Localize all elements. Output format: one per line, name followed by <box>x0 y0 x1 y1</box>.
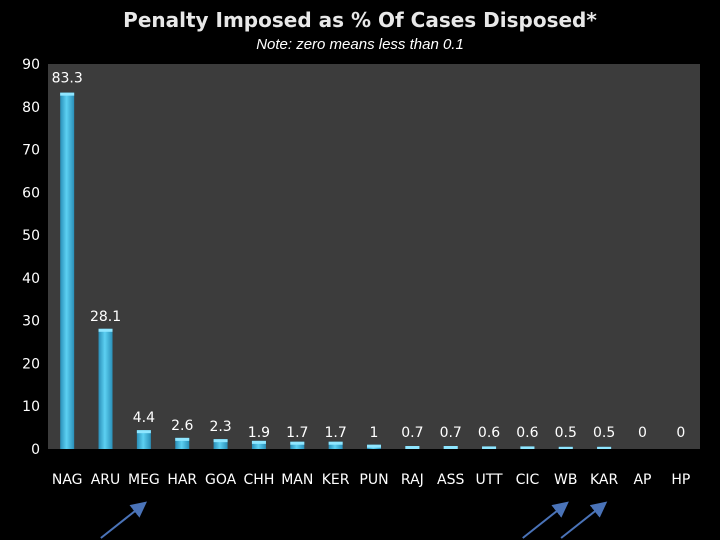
y-tick-label: 50 <box>22 228 40 244</box>
bar-cap-raj <box>405 446 420 449</box>
y-tick-label: 30 <box>22 314 40 330</box>
data-label-raj: 0.7 <box>401 425 423 441</box>
x-tick-label-ap: AP <box>633 472 651 488</box>
x-tick-label-cic: CIC <box>516 472 540 488</box>
y-tick-label: 40 <box>22 271 40 287</box>
bar-cap-goa <box>213 439 228 443</box>
x-axis: NAG ARU MEG HAR GOA CHH MAN KER PUN RAJ ASS UTT CIC W… <box>52 472 690 488</box>
data-label-man: 1.7 <box>286 425 308 441</box>
bar-meg <box>136 430 151 449</box>
annotation-arrow-meg <box>100 501 148 539</box>
data-label-har: 2.6 <box>171 418 193 434</box>
annotation-arrow-kar <box>560 501 608 539</box>
bar-cap-man <box>290 441 305 445</box>
data-label-pun: 1 <box>370 425 379 441</box>
bar-cap-aru <box>98 328 113 332</box>
y-tick-label: 60 <box>22 185 40 201</box>
x-tick-label-goa: GOA <box>205 472 237 488</box>
bar-cap-har <box>175 437 190 441</box>
chart-title: Penalty Imposed as % Of Cases Disposed* <box>123 8 597 32</box>
bar-cap-cic <box>520 446 535 449</box>
bar-aru <box>98 328 113 449</box>
bar-cap-chh <box>251 440 266 444</box>
data-label-ker: 1.7 <box>325 425 347 441</box>
bar-cap-utt <box>482 446 497 449</box>
x-tick-label-aru: ARU <box>91 472 121 488</box>
x-tick-label-chh: CHH <box>244 472 275 488</box>
bar-cap-kar <box>597 446 612 449</box>
x-tick-label-har: HAR <box>167 472 197 488</box>
bar-ker <box>328 441 343 449</box>
x-tick-label-pun: PUN <box>359 472 388 488</box>
bar-cap-pun <box>367 444 381 448</box>
bars: 83.3 28.1 4.4 2.6 2.3 1.9 1.7 1.7 1 0.7 0.7 0.6 0.6 0… <box>52 71 685 450</box>
x-tick-label-raj: RAJ <box>401 472 424 488</box>
x-tick-label-wb: WB <box>554 472 577 488</box>
annotations <box>100 501 608 539</box>
x-tick-label-nag: NAG <box>52 472 83 488</box>
data-label-kar: 0.5 <box>593 425 615 441</box>
bar-cap-ass <box>443 446 458 449</box>
x-tick-label-ass: ASS <box>437 472 464 488</box>
bar-cap-ker <box>328 441 343 445</box>
x-tick-label-ker: KER <box>322 472 350 488</box>
x-tick-label-utt: UTT <box>476 472 504 488</box>
data-label-cic: 0.6 <box>516 425 538 441</box>
bar-goa <box>213 439 228 449</box>
annotation-arrow-wb <box>522 501 569 539</box>
y-tick-label: 70 <box>22 143 40 159</box>
x-tick-label-meg: MEG <box>128 472 160 488</box>
y-axis: 0 10 20 30 40 50 60 70 80 90 <box>22 57 40 458</box>
chart-note: Note: zero means less than 0.1 <box>256 36 464 53</box>
plot-area <box>48 64 700 449</box>
bar-har <box>175 437 190 449</box>
y-tick-label: 0 <box>31 442 40 458</box>
data-label-ap: 0 <box>638 425 647 441</box>
data-label-meg: 4.4 <box>133 410 155 426</box>
bar-cap-wb <box>558 446 573 449</box>
bar-cap-meg <box>136 430 151 434</box>
bar-cap-nag <box>60 92 75 96</box>
bar-man <box>290 441 305 449</box>
x-tick-label-kar: KAR <box>590 472 619 488</box>
x-tick-label-man: MAN <box>281 472 313 488</box>
x-tick-label-hp: HP <box>671 472 690 488</box>
y-tick-label: 20 <box>22 356 40 372</box>
data-label-utt: 0.6 <box>478 425 500 441</box>
data-label-wb: 0.5 <box>555 425 577 441</box>
y-tick-label: 80 <box>22 100 40 116</box>
data-label-hp: 0 <box>676 425 685 441</box>
data-label-goa: 2.3 <box>209 419 231 435</box>
bar-chh <box>251 440 266 449</box>
y-tick-label: 10 <box>22 399 40 415</box>
data-label-ass: 0.7 <box>440 425 462 441</box>
data-label-aru: 28.1 <box>90 309 121 325</box>
data-label-nag: 83.3 <box>52 71 83 87</box>
bar-nag <box>60 92 75 450</box>
data-label-chh: 1.9 <box>248 425 270 441</box>
y-tick-label: 90 <box>22 57 40 73</box>
